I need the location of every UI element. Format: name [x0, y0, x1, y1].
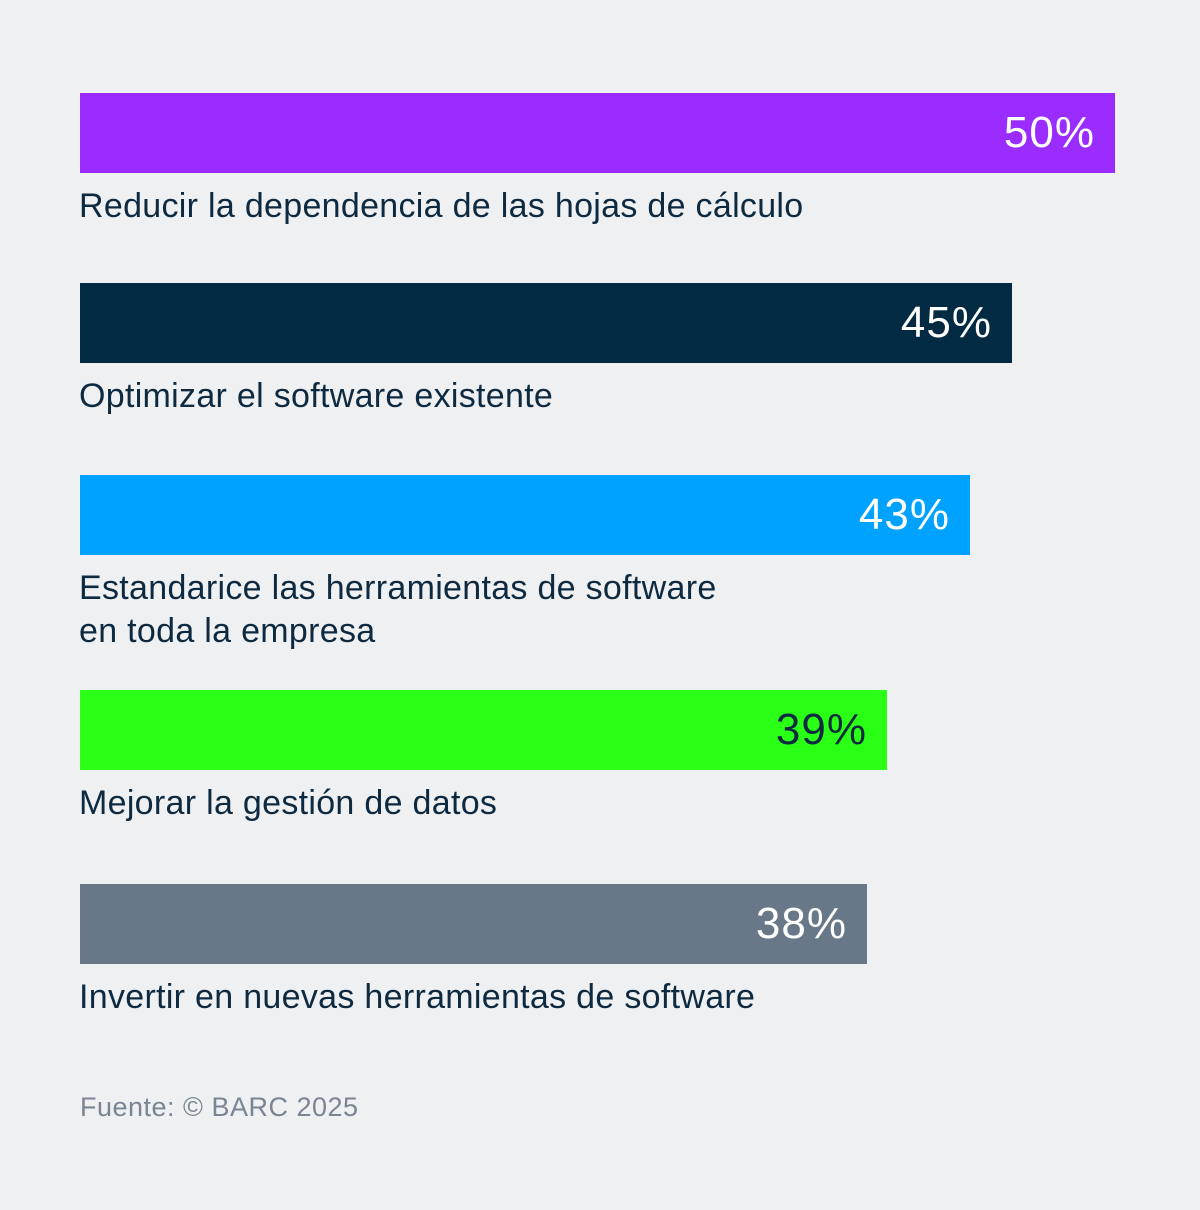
bar-3: 43% — [80, 475, 970, 555]
bar-2: 45% — [80, 283, 1012, 363]
bar-value-label: 50% — [1003, 108, 1095, 157]
bar-1: 50% — [80, 93, 1115, 173]
category-label: Optimizar el software existente — [79, 377, 554, 415]
bar-value-label: 43% — [858, 490, 950, 539]
bar-value-label: 38% — [755, 899, 847, 948]
bar-4: 39% — [80, 690, 887, 770]
bar-5: 38% — [80, 884, 867, 964]
category-label: Reducir la dependencia de las hojas de c… — [79, 187, 804, 225]
category-label: Invertir en nuevas herramientas de softw… — [79, 978, 756, 1016]
bar-value-label: 45% — [900, 298, 992, 347]
bar-value-label: 39% — [775, 705, 867, 754]
category-label: Estandarice las herramientas de software… — [79, 569, 717, 650]
category-label: Mejorar la gestión de datos — [79, 784, 498, 822]
source-note: Fuente: © BARC 2025 — [80, 1092, 359, 1122]
